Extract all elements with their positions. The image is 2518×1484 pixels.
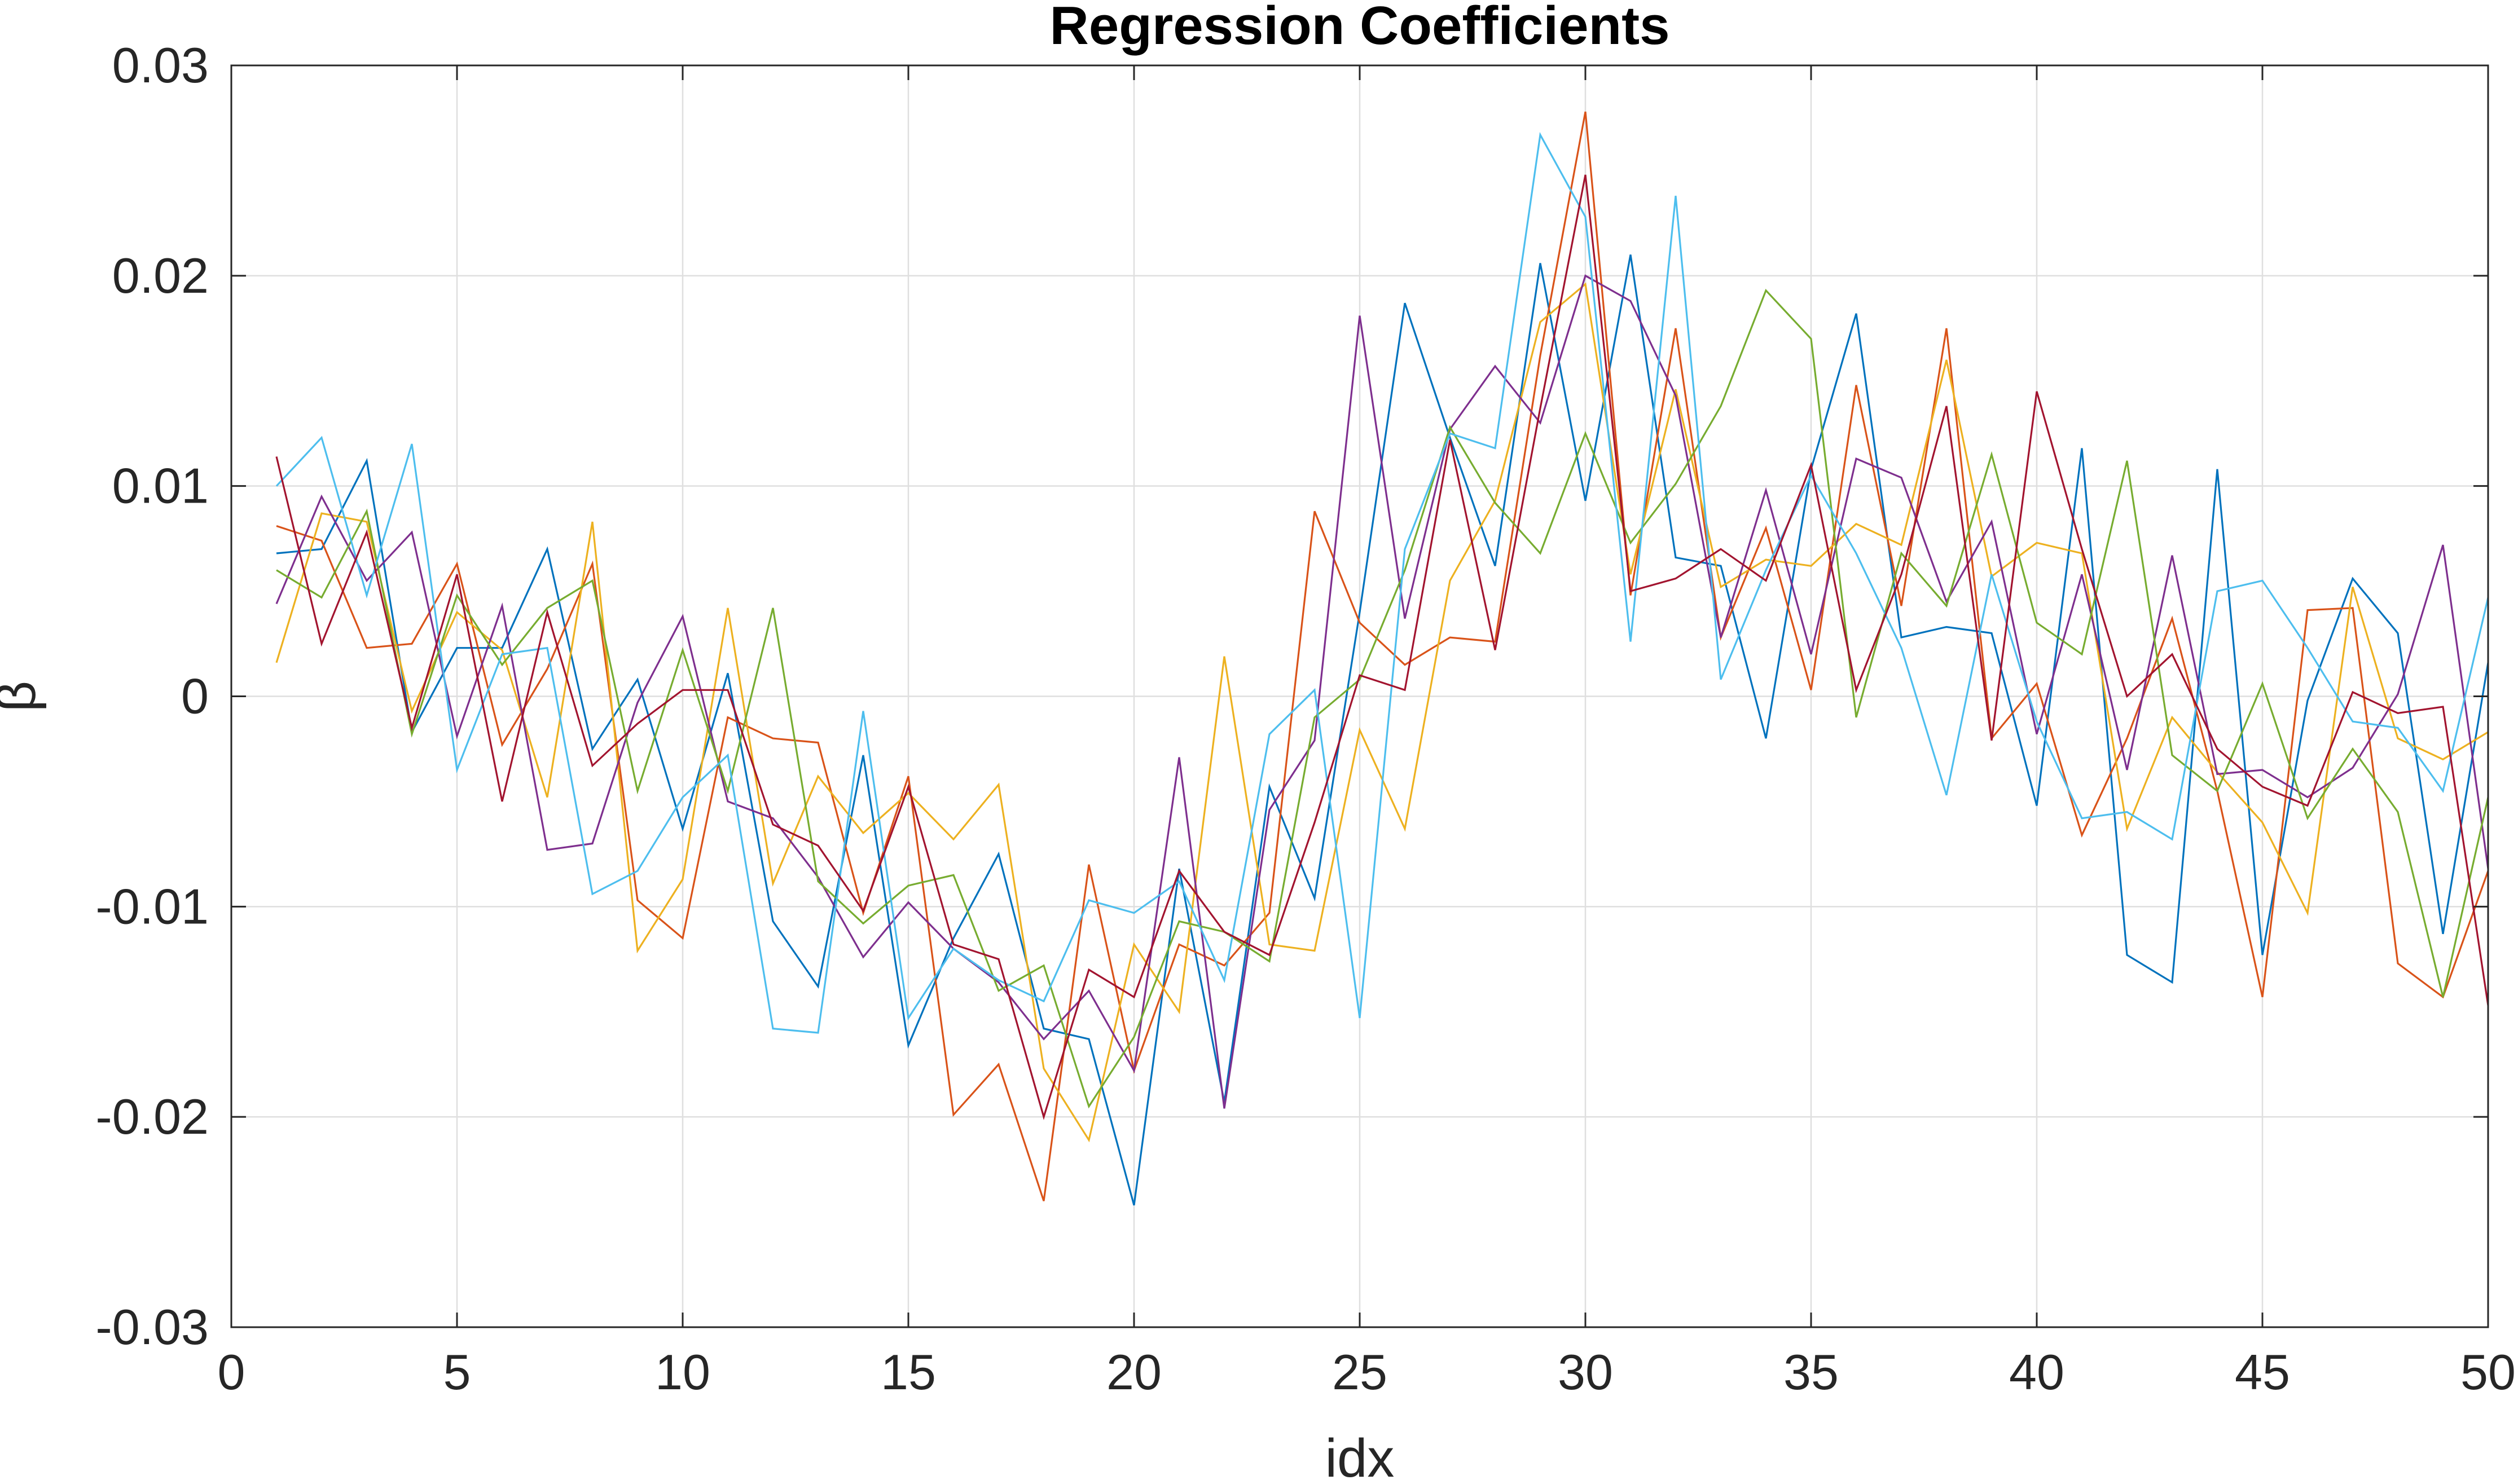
series-line-6 [275,132,2489,1034]
series-line-4 [275,274,2489,1109]
y-tick-label: -0.03 [95,1299,209,1355]
y-axis-label: β [0,681,47,712]
x-tick-label: 10 [655,1344,710,1400]
x-tick-label: 25 [1332,1344,1387,1400]
series-line-1 [276,254,2489,1206]
y-tick-label: 0.01 [112,458,209,514]
x-tick-label: 20 [1106,1344,1162,1400]
series-line-7 [275,174,2489,1120]
y-tick-label: 0.03 [112,37,209,93]
series-line-2 [276,111,2489,1201]
x-tick-label: 0 [218,1344,245,1400]
chart-title: Regression Coefficients [1050,0,1670,56]
y-tick-label: -0.01 [95,878,209,934]
x-tick-label: 5 [443,1344,471,1400]
y-ticks: -0.03 -0.02 -0.01 0 0.01 0.02 0.03 [95,37,2488,1355]
y-tick-label: 0.02 [112,248,209,303]
y-tick-label: -0.02 [95,1089,209,1144]
x-tick-label: 35 [1783,1344,1839,1400]
series-line-5 [276,288,2489,1109]
y-gridlines [231,275,2488,1118]
x-tick-label: 30 [1558,1344,1613,1400]
y-tick-label: 0 [181,668,209,724]
x-tick-label: 15 [881,1344,936,1400]
x-tick-label: 40 [2009,1344,2064,1400]
x-tick-label: 50 [2460,1344,2516,1400]
x-axis-label: idx [1325,1428,1395,1484]
x-ticks: 0 5 10 15 20 25 30 35 40 45 50 [218,65,2516,1400]
series-lines [275,111,2489,1206]
x-tick-label: 45 [2235,1344,2290,1400]
